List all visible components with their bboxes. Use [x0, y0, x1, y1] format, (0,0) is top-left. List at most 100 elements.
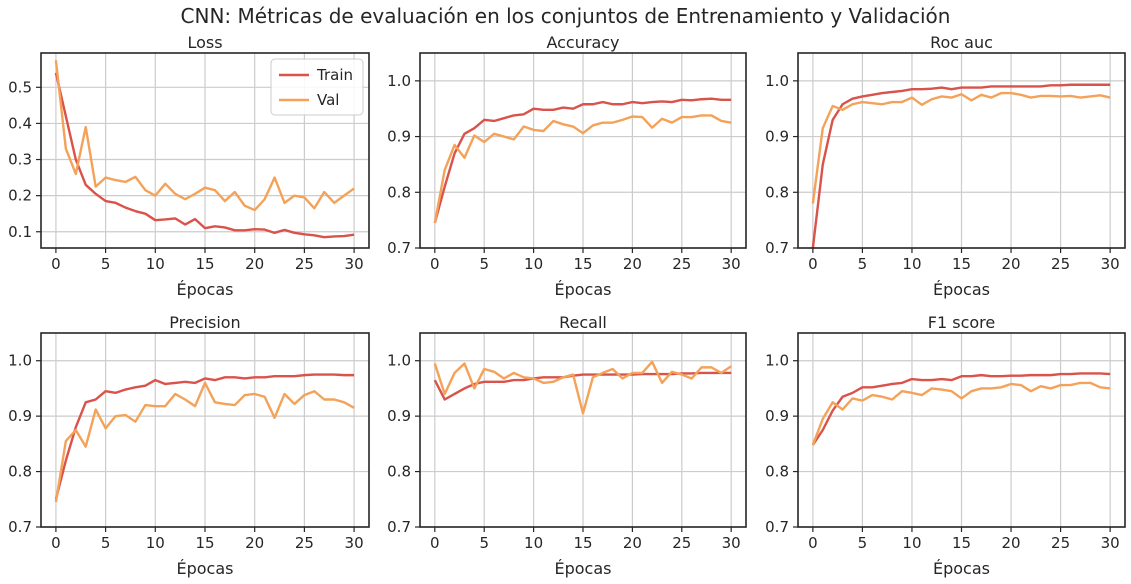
y-tick-label: 0.7	[765, 518, 789, 536]
series-line-train	[811, 372, 1111, 446]
x-axis-label: Épocas	[177, 280, 234, 299]
subplot-4: 0 5 10 15 20 25 30 0.7 0.8 0.9 1.0 Recall Épocas	[387, 313, 747, 578]
subplot-title: Loss	[187, 33, 222, 52]
series-line-val	[54, 381, 355, 503]
series-line-train	[811, 83, 1111, 249]
x-tick-label: 30	[1101, 534, 1120, 552]
y-tick-label: 1.0	[387, 72, 411, 90]
x-tick-label: 0	[808, 534, 818, 552]
x-tick-label: 10	[146, 255, 165, 273]
x-tick-label: 10	[524, 255, 543, 273]
x-tick-label: 5	[858, 255, 868, 273]
y-tick-label: 0.9	[765, 128, 789, 146]
series-line-val	[433, 360, 732, 415]
x-tick-label: 10	[524, 534, 543, 552]
subplot-2: 0 5 10 15 20 25 30 0.7 0.8 0.9 1.0 Roc auc Épocas	[765, 33, 1126, 299]
series-line-val	[433, 114, 732, 224]
y-tick-label: 0.9	[387, 128, 411, 146]
x-tick-label: 20	[245, 534, 264, 552]
x-tick-label: 30	[722, 534, 741, 552]
series-line-val	[54, 60, 355, 212]
figure-title: CNN: Métricas de evaluación en los conju…	[180, 4, 951, 28]
subplot-title: Accuracy	[546, 33, 619, 52]
y-tick-label: 0.9	[765, 407, 789, 425]
subplot-1: 0 5 10 15 20 25 30 0.7 0.8 0.9 1.0 Accuracy Épocas	[387, 33, 747, 299]
y-tick-label: 1.0	[8, 352, 32, 370]
x-tick-label: 10	[902, 255, 921, 273]
x-axis-label: Épocas	[555, 559, 612, 578]
series-line-val	[811, 91, 1111, 204]
x-axis-label: Épocas	[177, 559, 234, 578]
x-tick-label: 30	[722, 255, 741, 273]
series-line-train	[54, 373, 355, 500]
subplot-0: 0 5 10 15 20 25 30 0.1 0.2 0.3 0.4 0.5 Loss Épocas Tra…	[8, 33, 370, 299]
y-tick-label: 0.7	[387, 239, 411, 257]
y-tick-label: 1.0	[765, 72, 789, 90]
y-tick-label: 0.9	[8, 407, 32, 425]
x-tick-label: 25	[1051, 255, 1070, 273]
x-tick-label: 0	[51, 255, 61, 273]
x-tick-label: 25	[672, 255, 691, 273]
x-tick-label: 10	[902, 534, 921, 552]
x-tick-label: 30	[345, 534, 364, 552]
subplot-title: F1 score	[928, 313, 995, 332]
subplot-3: 0 5 10 15 20 25 30 0.7 0.8 0.9 1.0 Precision Épocas	[8, 313, 370, 578]
x-tick-label: 25	[1051, 534, 1070, 552]
legend: Train Val	[270, 58, 364, 116]
y-tick-label: 0.3	[8, 151, 32, 169]
x-axis-label: Épocas	[933, 559, 990, 578]
series-line-train	[54, 72, 355, 239]
series-line-val	[811, 381, 1111, 446]
x-tick-label: 10	[146, 534, 165, 552]
x-tick-label: 15	[573, 534, 592, 552]
y-tick-label: 0.9	[387, 407, 411, 425]
y-tick-label: 0.7	[765, 239, 789, 257]
x-tick-label: 15	[952, 255, 971, 273]
y-tick-label: 0.1	[8, 223, 32, 241]
x-axis-label: Épocas	[555, 280, 612, 299]
x-tick-label: 5	[858, 534, 868, 552]
y-tick-label: 0.7	[8, 518, 32, 536]
x-tick-label: 30	[1101, 255, 1120, 273]
subplot-title: Precision	[169, 313, 240, 332]
x-tick-label: 20	[623, 534, 642, 552]
y-tick-label: 1.0	[387, 352, 411, 370]
y-tick-label: 0.5	[8, 78, 32, 96]
x-tick-label: 15	[195, 534, 214, 552]
subplot-title: Recall	[559, 313, 607, 332]
x-tick-label: 0	[430, 255, 440, 273]
x-tick-label: 30	[345, 255, 364, 273]
x-tick-label: 25	[295, 255, 314, 273]
x-tick-label: 5	[101, 534, 111, 552]
x-tick-label: 25	[672, 534, 691, 552]
x-tick-label: 20	[1001, 534, 1020, 552]
y-tick-label: 0.8	[387, 183, 411, 201]
x-tick-label: 15	[573, 255, 592, 273]
x-tick-label: 25	[295, 534, 314, 552]
subplot-title: Roc auc	[930, 33, 993, 52]
series-line-train	[433, 97, 732, 224]
y-tick-label: 0.8	[387, 463, 411, 481]
x-tick-label: 5	[479, 255, 489, 273]
legend-label-val: Val	[317, 91, 339, 109]
x-tick-label: 0	[51, 534, 61, 552]
x-tick-label: 5	[479, 534, 489, 552]
x-tick-label: 20	[1001, 255, 1020, 273]
y-tick-label: 0.2	[8, 187, 32, 205]
x-axis-label: Épocas	[933, 280, 990, 299]
y-tick-label: 1.0	[765, 352, 789, 370]
legend-label-train: Train	[316, 66, 353, 84]
y-tick-label: 0.8	[765, 463, 789, 481]
y-tick-label: 0.8	[8, 463, 32, 481]
x-tick-label: 5	[101, 255, 111, 273]
y-tick-label: 0.4	[8, 114, 32, 132]
y-tick-label: 0.8	[765, 183, 789, 201]
x-tick-label: 15	[195, 255, 214, 273]
x-tick-label: 15	[952, 534, 971, 552]
x-tick-label: 20	[623, 255, 642, 273]
y-tick-label: 0.7	[387, 518, 411, 536]
x-tick-label: 0	[808, 255, 818, 273]
subplot-5: 0 5 10 15 20 25 30 0.7 0.8 0.9 1.0 F1 score Épocas	[765, 313, 1126, 578]
